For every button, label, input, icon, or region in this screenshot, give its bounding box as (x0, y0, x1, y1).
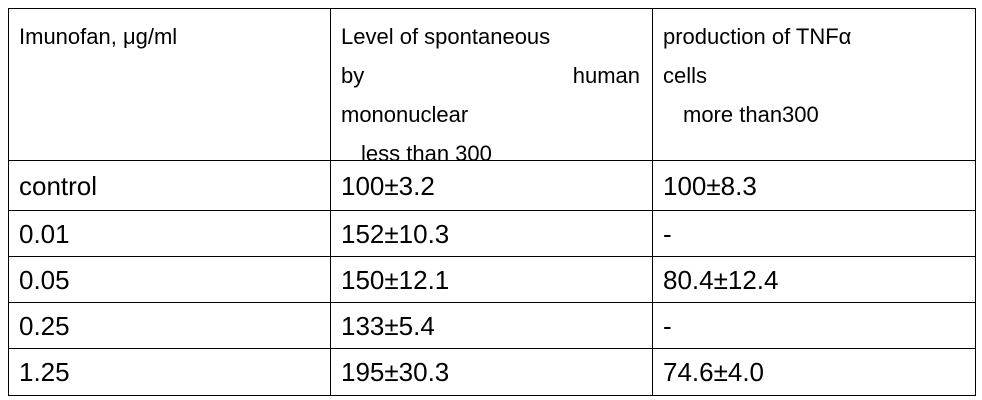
table-cell: 195±30.3 (330, 348, 652, 396)
cell-text: 0.01 (19, 219, 70, 249)
table-cell: 100±3.2 (330, 160, 652, 210)
table-cell: 0.25 (8, 302, 330, 348)
header-cell: Level of spontaneous by human mononuclear l… (330, 8, 652, 166)
table-cell: 1.25 (8, 348, 330, 396)
table-cell: 100±8.3 (652, 160, 976, 210)
cell-text: control (19, 171, 98, 201)
header-cell: production of TNFα cells more than300 (652, 8, 976, 160)
header-line: less than 300 (361, 141, 492, 166)
cell-text: 195±30.3 (341, 357, 450, 387)
header-line: production of TNFα (663, 24, 852, 49)
cell-text: 80.4±12.4 (663, 265, 779, 295)
header-line: Imunofan, μg/ml (19, 24, 178, 49)
table-cell: 152±10.3 (330, 210, 652, 256)
header-cell: Imunofan, μg/ml (8, 8, 330, 160)
header-line: Level of spontaneous (341, 24, 551, 49)
header-line: by human (341, 63, 640, 88)
table-cell: 80.4±12.4 (652, 256, 976, 302)
cell-text: 152±10.3 (341, 219, 450, 249)
table-cell: 74.6±4.0 (652, 348, 976, 396)
cell-text: - (663, 219, 672, 249)
table-cell: - (652, 210, 976, 256)
header-line: more than300 (683, 102, 819, 127)
table-cell: control (8, 160, 330, 210)
cell-text: 133±5.4 (341, 311, 435, 341)
table-cell: 133±5.4 (330, 302, 652, 348)
table-cell: 0.05 (8, 256, 330, 302)
table-cell: 150±12.1 (330, 256, 652, 302)
header-line: mononuclear (341, 102, 469, 127)
cell-text: 0.05 (19, 265, 70, 295)
cell-text: 1.25 (19, 357, 70, 387)
cell-text: 150±12.1 (341, 265, 450, 295)
cell-text: 100±3.2 (341, 171, 435, 201)
cell-text: 74.6±4.0 (663, 357, 765, 387)
table-cell: 0.01 (8, 210, 330, 256)
header-line: cells (663, 63, 708, 88)
cell-text: 100±8.3 (663, 171, 757, 201)
cell-text: 0.25 (19, 311, 70, 341)
cell-text: - (663, 311, 672, 341)
table-cell: - (652, 302, 976, 348)
